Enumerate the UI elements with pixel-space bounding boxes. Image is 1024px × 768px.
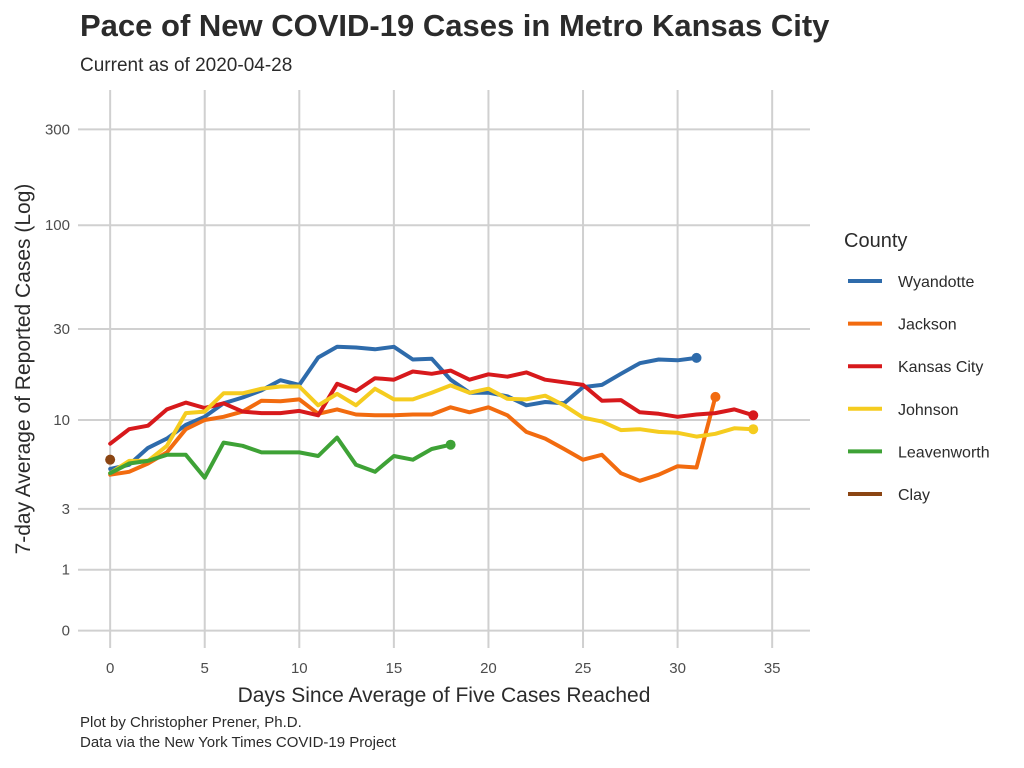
legend-label-wyandotte: Wyandotte — [898, 274, 974, 291]
series-endpoint-clay — [105, 454, 116, 465]
legend: County Wyandotte Jackson Kansas City Johnson… — [844, 230, 990, 504]
y-tick-label: 30 — [53, 321, 70, 338]
y-tick-label: 1 — [62, 562, 70, 579]
y-tick-label: 3 — [62, 501, 70, 518]
x-tick-label: 15 — [386, 660, 403, 677]
legend-title: County — [844, 230, 907, 252]
x-tick-label: 35 — [764, 660, 781, 677]
x-axis-ticks: 0 5 10 15 20 25 30 35 — [106, 660, 781, 677]
legend-label-jackson: Jackson — [898, 317, 957, 334]
chart-title: Pace of New COVID-19 Cases in Metro Kans… — [80, 8, 830, 43]
series-line-kansas-city — [108, 368, 756, 446]
series-line-jackson — [108, 394, 718, 483]
chart-subtitle: Current as of 2020-04-28 — [80, 55, 293, 76]
x-tick-label: 25 — [575, 660, 592, 677]
x-tick-label: 10 — [291, 660, 308, 677]
legend-label-clay: Clay — [898, 487, 930, 504]
series-endpoint-jackson — [710, 391, 721, 402]
y-tick-label: 0 — [62, 623, 70, 640]
series-line-wyandotte — [108, 344, 699, 471]
series-line-leavenworth — [108, 435, 453, 480]
y-tick-label: 300 — [45, 121, 70, 138]
legend-label-kansas-city: Kansas City — [898, 359, 983, 376]
grid-lines — [78, 90, 810, 648]
series-endpoint-kansas-city — [748, 410, 759, 421]
y-axis-label: 7-day Average of Reported Cases (Log) — [12, 184, 35, 555]
caption-source: Data via the New York Times COVID-19 Pro… — [80, 734, 396, 751]
caption-author: Plot by Christopher Prener, Ph.D. — [80, 714, 302, 731]
x-axis-label: Days Since Average of Five Cases Reached — [238, 684, 651, 707]
x-tick-label: 20 — [480, 660, 497, 677]
x-tick-label: 0 — [106, 660, 114, 677]
series-endpoint-johnson — [748, 424, 759, 435]
y-axis-ticks: 0 1 3 10 30 100 300 — [45, 121, 70, 639]
series-layer — [105, 344, 759, 483]
legend-label-leavenworth: Leavenworth — [898, 444, 990, 461]
series-endpoint-leavenworth — [445, 439, 456, 450]
y-tick-label: 100 — [45, 217, 70, 234]
series-endpoint-wyandotte — [691, 352, 702, 363]
x-tick-label: 30 — [669, 660, 686, 677]
y-tick-label: 10 — [53, 412, 70, 429]
x-tick-label: 5 — [201, 660, 209, 677]
legend-label-johnson: Johnson — [898, 402, 959, 419]
series-line-johnson — [108, 383, 756, 476]
